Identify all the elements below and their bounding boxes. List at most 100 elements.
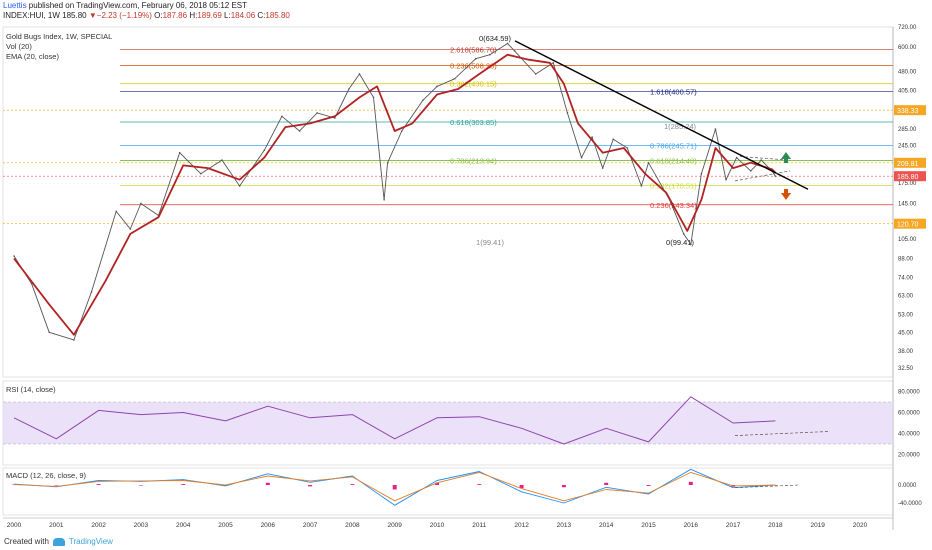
price-point [30,282,33,285]
macd-signal-line [13,471,776,502]
price-point [348,88,350,90]
price-point [474,57,477,60]
x-tick-label: 2013 [557,522,572,529]
price-point [552,62,555,64]
x-tick-label: 2015 [641,522,656,529]
price-point [383,198,385,201]
ema-legend: EMA (20, close) [6,52,59,61]
price-point [566,112,569,114]
macd-histogram-bar [138,485,143,486]
price-point [626,147,629,149]
macd-histogram-bar [477,484,482,485]
macd-legend: MACD (12, 26, close, 9) [6,471,87,480]
price-point [90,291,93,293]
price-tag-label: 209.81 [897,161,919,168]
author-link[interactable]: Luettis [3,1,27,10]
high-value: 189.69 [197,11,222,20]
price-point [453,77,456,80]
rsi-trendline [734,431,831,436]
price-point [436,85,438,88]
price-change: −2.23 (−1.19%) [96,11,152,20]
price-point [129,228,132,230]
price-tag-box [894,157,926,168]
x-tick-label: 2010 [430,522,445,529]
x-tick-label: 2002 [91,522,106,529]
price-point [400,130,403,132]
x-tick-label: 2000 [7,522,22,529]
macd-histogram-bar [646,485,651,486]
y-tick-label: 600.00 [898,45,917,51]
price-point [612,138,615,140]
rsi-band [3,402,893,444]
price-point [140,202,142,205]
fib-anchor-label: 0(634.59) [479,34,512,43]
close-value: 185.80 [265,11,290,20]
price-series-line [13,43,776,341]
price-point [534,73,537,75]
y-tick-label: 175.00 [898,181,917,187]
macd-histogram-bar [54,485,59,486]
fib-level-label: 0.236(508.28) [450,61,497,70]
price-point [372,96,375,99]
price-point [178,151,181,154]
price-point [735,156,738,159]
x-tick-label: 2003 [134,522,149,529]
macd-histogram-bar [265,482,270,485]
macd-histogram-bar [688,481,693,485]
price-point [700,172,703,175]
price-point [73,339,75,341]
price-point [221,159,223,161]
price-point [714,128,717,130]
rsi-tick-label: 20.0000 [898,453,920,459]
price-point [48,331,51,334]
y-tick-label: 53.00 [898,312,914,318]
fib-anchor-label: 1(285.24) [664,122,697,131]
y-tick-label: 105.00 [898,237,917,243]
rsi-line [13,396,776,445]
macd-tick-label: -40.0000 [898,501,922,507]
macd-trendline [734,484,801,489]
fib-level-label: 2.618(586.70) [450,46,497,55]
rsi-tick-label: 40.0000 [898,432,920,438]
price-point [422,99,424,102]
rsi-legend: RSI (14, close) [6,385,56,394]
price-point [316,112,318,114]
fib-level-label: 0.618(214.48) [650,156,697,165]
fib-anchor-label: 1(99.41) [476,238,504,247]
x-tick-label: 2011 [472,522,486,529]
up-arrow-icon [781,152,791,163]
macd-tick-label: 0.0000 [898,483,917,489]
y-tick-label: 32.50 [898,366,914,372]
x-tick-label: 2007 [303,522,318,529]
x-tick-label: 2005 [218,522,233,529]
change-down-icon: ▼ [88,11,97,20]
y-tick-label: 45.00 [898,330,914,336]
x-tick-label: 2018 [768,522,783,529]
symbol-name: INDEX:HUI, 1W [3,11,60,20]
rsi-tick-label: 80.0000 [898,390,920,396]
publish-info: published on TradingView.com, February 0… [26,1,248,10]
publish-line: Luettis published on TradingView.com, Fe… [3,1,247,10]
price-point [157,214,160,217]
tradingview-brand[interactable]: TradingView [68,537,113,546]
price-tag-label: 338.33 [897,108,919,115]
macd-histogram-bar [181,484,186,485]
price-point [386,161,389,164]
macd-histogram-bar [350,484,355,485]
price-point [591,136,593,138]
price-point [200,172,202,175]
price-point [263,149,266,152]
close-label: C: [257,11,266,20]
y-tick-label: 245.00 [898,144,917,150]
price-point [601,167,604,169]
x-tick-label: 2008 [345,522,360,529]
y-tick-label: 285.00 [898,127,917,133]
price-point [668,198,671,201]
y-tick-label: 720.00 [898,25,917,31]
macd-histogram-bar [519,485,524,489]
fib-level-label: 0.382(430.15) [450,80,497,89]
price-point [690,243,692,246]
low-label: L: [224,11,231,20]
price-point [580,156,583,159]
